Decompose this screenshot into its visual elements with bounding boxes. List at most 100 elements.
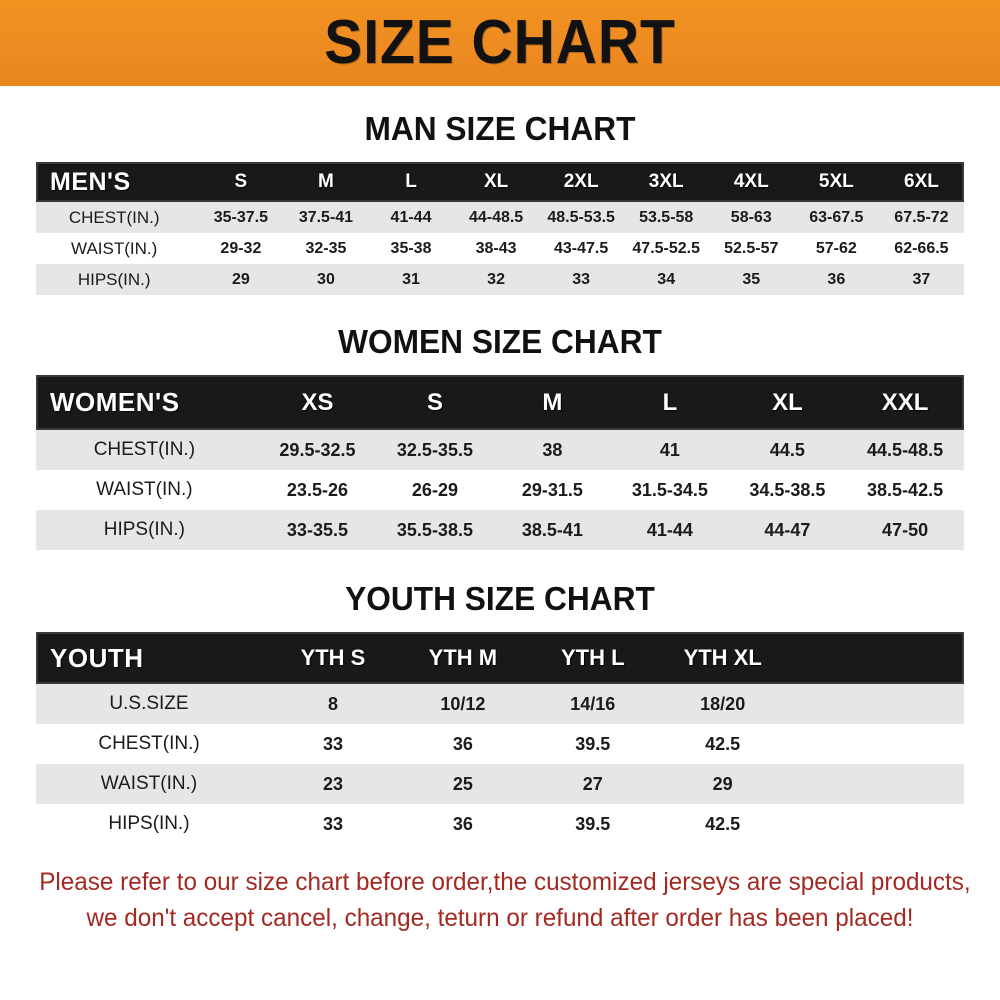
man-cell: 48.5-53.5 <box>547 208 615 226</box>
youth-row-label: HIPS(IN.) <box>108 813 190 834</box>
table-row: HIPS(IN.) 29 30 31 32 33 34 35 36 37 <box>36 264 964 295</box>
man-table-body: CHEST(IN.) 35-37.5 37.5-41 41-44 44-48.5… <box>36 202 964 295</box>
man-table-wrap: MEN'S S M L XL 2XL 3XL 4XL 5XL 6XL CHEST <box>36 162 964 295</box>
youth-cell: 8 <box>327 693 338 714</box>
man-cell: 53.5-58 <box>639 208 694 226</box>
youth-cell: 42.5 <box>705 813 741 834</box>
women-corner-label: WOMEN'S <box>50 387 180 417</box>
youth-cell: 42.5 <box>705 733 741 754</box>
man-cell: 33 <box>572 270 591 288</box>
women-cell: 44.5 <box>769 439 805 460</box>
man-row-label: WAIST(IN.) <box>71 238 158 258</box>
youth-size-header: YTH M <box>428 645 498 670</box>
youth-size-section: YOUTH SIZE CHART YOUTH YTH S YTH M YTH L… <box>0 580 1000 844</box>
man-cell: 32-35 <box>305 239 347 257</box>
youth-cell-spacer <box>788 684 964 724</box>
women-cell: 31.5-34.5 <box>631 479 708 500</box>
youth-table-head: YOUTH YTH S YTH M YTH L YTH XL <box>36 632 964 684</box>
youth-cell: 23 <box>322 773 343 794</box>
women-size-header: XS <box>301 388 334 416</box>
youth-corner-label: YOUTH <box>50 642 144 673</box>
women-cell: 23.5-26 <box>286 479 348 500</box>
page-banner: SIZE CHART <box>0 0 1000 88</box>
youth-row-label: WAIST(IN.) <box>100 773 198 794</box>
man-size-header: S <box>234 171 248 192</box>
return-policy-line-2: we don't accept cancel, change, teturn o… <box>86 904 914 933</box>
women-section-title: WOMEN SIZE CHART <box>338 323 662 360</box>
youth-cell: 39.5 <box>575 733 611 754</box>
man-cell: 37 <box>912 270 931 288</box>
man-cell: 35-37.5 <box>213 208 269 226</box>
man-cell: 58-63 <box>730 208 772 226</box>
women-size-header: XL <box>772 388 803 416</box>
man-cell: 38-43 <box>475 239 517 257</box>
women-cell: 34.5-38.5 <box>749 479 826 500</box>
youth-cell: 14/16 <box>570 693 616 714</box>
table-row: CHEST(IN.) 35-37.5 37.5-41 41-44 44-48.5… <box>36 202 964 233</box>
women-size-header: S <box>426 388 443 416</box>
women-cell: 38 <box>542 439 563 460</box>
youth-cell: 10/12 <box>440 693 486 714</box>
youth-table-wrap: YOUTH YTH S YTH M YTH L YTH XL U.S.SIZE … <box>36 632 964 844</box>
youth-header-row: YOUTH YTH S YTH M YTH L YTH XL <box>36 632 964 684</box>
women-row-label: HIPS(IN.) <box>103 519 185 540</box>
man-cell: 41-44 <box>390 208 432 226</box>
man-row-label: HIPS(IN.) <box>77 269 151 289</box>
man-size-header: 6XL <box>904 171 939 192</box>
return-policy-note: Please refer to our size chart before or… <box>39 864 971 937</box>
youth-section-title: YOUTH SIZE CHART <box>345 580 655 617</box>
man-cell: 37.5-41 <box>298 208 354 226</box>
man-size-header: 5XL <box>818 171 854 192</box>
youth-cell: 39.5 <box>575 813 611 834</box>
youth-cell-spacer <box>788 804 964 844</box>
youth-cell: 36 <box>452 733 473 754</box>
table-row: CHEST(IN.) 29.5-32.5 32.5-35.5 38 41 44.… <box>36 430 964 470</box>
youth-cell: 25 <box>452 773 473 794</box>
women-cell: 29-31.5 <box>521 479 583 500</box>
man-cell: 32 <box>487 270 505 288</box>
youth-size-header: YTH S <box>300 645 366 670</box>
women-row-label: CHEST(IN.) <box>93 439 196 460</box>
youth-cell: 36 <box>452 813 473 834</box>
women-cell: 44.5-48.5 <box>867 439 944 460</box>
man-section-title: MAN SIZE CHART <box>364 110 636 147</box>
table-row: WAIST(IN.) 23 25 27 29 <box>36 764 964 804</box>
women-cell: 44-47 <box>764 519 811 540</box>
women-cell: 29.5-32.5 <box>279 439 356 460</box>
women-table-wrap: WOMEN'S XS S M L XL XXL CHEST(IN.) 29.5-… <box>36 375 964 550</box>
man-cell: 47.5-52.5 <box>632 239 700 257</box>
man-size-header: 3XL <box>648 171 684 192</box>
man-cell: 34 <box>657 270 676 288</box>
table-row: HIPS(IN.) 33-35.5 35.5-38.5 38.5-41 41-4… <box>36 510 964 550</box>
man-cell: 62-66.5 <box>894 239 949 257</box>
youth-cell-spacer <box>788 764 964 804</box>
youth-cell: 18/20 <box>700 693 746 714</box>
youth-row-label: CHEST(IN.) <box>98 733 200 754</box>
man-cell: 43-47.5 <box>554 239 609 257</box>
youth-header-spacer <box>788 632 964 684</box>
man-cell: 30 <box>317 270 335 288</box>
women-cell: 38.5-42.5 <box>867 479 944 500</box>
women-cell: 41-44 <box>646 519 693 540</box>
youth-size-header: YTH XL <box>683 645 762 670</box>
man-size-header: 4XL <box>733 171 769 192</box>
man-table-head: MEN'S S M L XL 2XL 3XL 4XL 5XL 6XL <box>36 162 964 202</box>
women-cell: 26-29 <box>411 479 458 500</box>
women-row-label: WAIST(IN.) <box>96 479 193 500</box>
page-title: SIZE CHART <box>324 8 676 77</box>
man-row-label: CHEST(IN.) <box>68 207 160 227</box>
youth-cell: 29 <box>712 773 733 794</box>
man-size-header: 2XL <box>563 171 599 192</box>
table-row: U.S.SIZE 8 10/12 14/16 18/20 <box>36 684 964 724</box>
women-cell: 33-35.5 <box>286 519 348 540</box>
youth-cell: 33 <box>322 733 343 754</box>
women-size-table: WOMEN'S XS S M L XL XXL CHEST(IN.) 29.5-… <box>36 375 964 550</box>
man-cell: 67.5-72 <box>894 208 949 226</box>
youth-cell: 27 <box>582 773 603 794</box>
return-policy-line-1: Please refer to our size chart before or… <box>39 868 971 896</box>
youth-cell-spacer <box>788 724 964 764</box>
man-cell: 31 <box>402 270 420 288</box>
man-cell: 35 <box>742 270 761 288</box>
man-size-table: MEN'S S M L XL 2XL 3XL 4XL 5XL 6XL CHEST <box>36 162 964 295</box>
man-cell: 29 <box>231 270 250 288</box>
